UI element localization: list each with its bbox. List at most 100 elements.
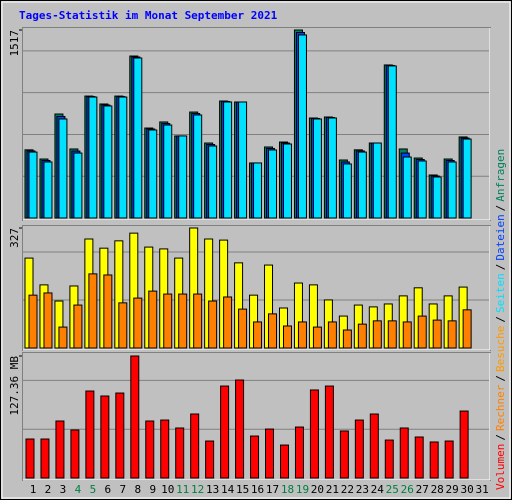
bar bbox=[253, 162, 263, 219]
x-tick-label: 25 bbox=[386, 483, 399, 496]
bar bbox=[357, 323, 367, 349]
bar bbox=[342, 329, 352, 349]
bar bbox=[444, 440, 454, 479]
bar bbox=[163, 293, 173, 349]
bar bbox=[178, 293, 188, 349]
x-tick-label: 19 bbox=[296, 483, 309, 496]
x-tick-label: 10 bbox=[161, 483, 174, 496]
bar bbox=[447, 161, 457, 219]
bar bbox=[28, 151, 38, 219]
bar bbox=[354, 419, 364, 479]
x-tick-label: 2 bbox=[45, 483, 52, 496]
bar bbox=[25, 438, 35, 479]
bar bbox=[462, 138, 472, 219]
bar bbox=[459, 410, 469, 479]
bar bbox=[73, 304, 83, 349]
legend-separator: / bbox=[494, 316, 507, 323]
bar bbox=[342, 163, 352, 219]
x-tick-label: 12 bbox=[191, 483, 204, 496]
bar bbox=[432, 176, 442, 219]
x-tick-label: 5 bbox=[90, 483, 97, 496]
bar bbox=[145, 420, 155, 479]
bar bbox=[148, 290, 158, 349]
x-tick-label: 21 bbox=[326, 483, 339, 496]
bar bbox=[399, 427, 409, 479]
bar bbox=[115, 392, 125, 479]
bar bbox=[387, 65, 397, 219]
x-tick-label: 1 bbox=[30, 483, 37, 496]
bar bbox=[297, 34, 307, 219]
bar bbox=[208, 300, 218, 349]
bar bbox=[238, 308, 248, 349]
legend-separator: / bbox=[494, 205, 507, 212]
x-tick-label: 18 bbox=[281, 483, 294, 496]
legend-entry: Anfragen bbox=[494, 149, 507, 202]
x-tick-label: 11 bbox=[176, 483, 189, 496]
x-tick-label: 13 bbox=[206, 483, 219, 496]
bar bbox=[100, 395, 110, 479]
bar bbox=[387, 320, 397, 349]
bar bbox=[103, 105, 113, 219]
bar bbox=[238, 101, 248, 219]
bar bbox=[205, 440, 215, 479]
bar bbox=[103, 274, 113, 349]
bar bbox=[414, 436, 424, 479]
bar bbox=[223, 296, 233, 349]
bar bbox=[372, 142, 382, 219]
legend-separator: / bbox=[494, 375, 507, 382]
bar bbox=[88, 96, 98, 219]
chart-title: Tages-Statistik im Monat September 2021 bbox=[19, 9, 278, 22]
x-tick-label: 17 bbox=[266, 483, 279, 496]
bar bbox=[282, 143, 292, 219]
bar bbox=[309, 389, 319, 479]
bar bbox=[282, 325, 292, 349]
bar bbox=[369, 413, 379, 479]
x-tick-label: 4 bbox=[75, 483, 82, 496]
bar bbox=[417, 315, 427, 349]
x-tick-label: 28 bbox=[431, 483, 444, 496]
legend-entry: Volumen bbox=[494, 444, 507, 490]
x-tick-label: 31 bbox=[475, 483, 488, 496]
bar bbox=[73, 152, 83, 219]
x-tick-label: 23 bbox=[356, 483, 369, 496]
legend-entry: Dateien bbox=[494, 214, 507, 260]
bar bbox=[28, 294, 38, 349]
bar bbox=[43, 161, 53, 219]
bar bbox=[250, 435, 260, 479]
bar bbox=[55, 420, 65, 479]
bar bbox=[432, 319, 442, 349]
y-tick-label: 1517 bbox=[8, 30, 21, 57]
bar bbox=[327, 321, 337, 349]
bar bbox=[58, 326, 68, 349]
x-tick-label: 29 bbox=[446, 483, 459, 496]
bar bbox=[88, 273, 98, 349]
bar bbox=[462, 309, 472, 349]
legend: Volumen / Rechner / Besuche / Seiten / Dateien / A… bbox=[494, 149, 507, 490]
bar bbox=[339, 430, 349, 479]
bar bbox=[402, 321, 412, 349]
bar bbox=[327, 117, 337, 219]
bar bbox=[402, 156, 412, 219]
x-tick-label: 26 bbox=[401, 483, 414, 496]
x-tick-label: 16 bbox=[251, 483, 264, 496]
legend-separator: / bbox=[494, 434, 507, 441]
bar bbox=[235, 379, 245, 479]
x-tick-label: 14 bbox=[221, 483, 235, 496]
bar bbox=[193, 114, 203, 219]
bar bbox=[133, 297, 143, 349]
bar bbox=[178, 135, 188, 219]
bar bbox=[223, 101, 233, 219]
legend-entry: Rechner bbox=[494, 384, 507, 431]
x-tick-label: 9 bbox=[149, 483, 156, 496]
bar bbox=[372, 320, 382, 349]
legend-entry: Besuche bbox=[494, 326, 507, 372]
bar bbox=[253, 321, 263, 349]
bar bbox=[163, 124, 173, 219]
bar bbox=[417, 160, 427, 219]
bar bbox=[70, 429, 80, 479]
bar bbox=[40, 438, 50, 479]
y-tick-label: 327 bbox=[8, 228, 21, 248]
bar bbox=[312, 326, 322, 349]
x-tick-label: 27 bbox=[416, 483, 429, 496]
